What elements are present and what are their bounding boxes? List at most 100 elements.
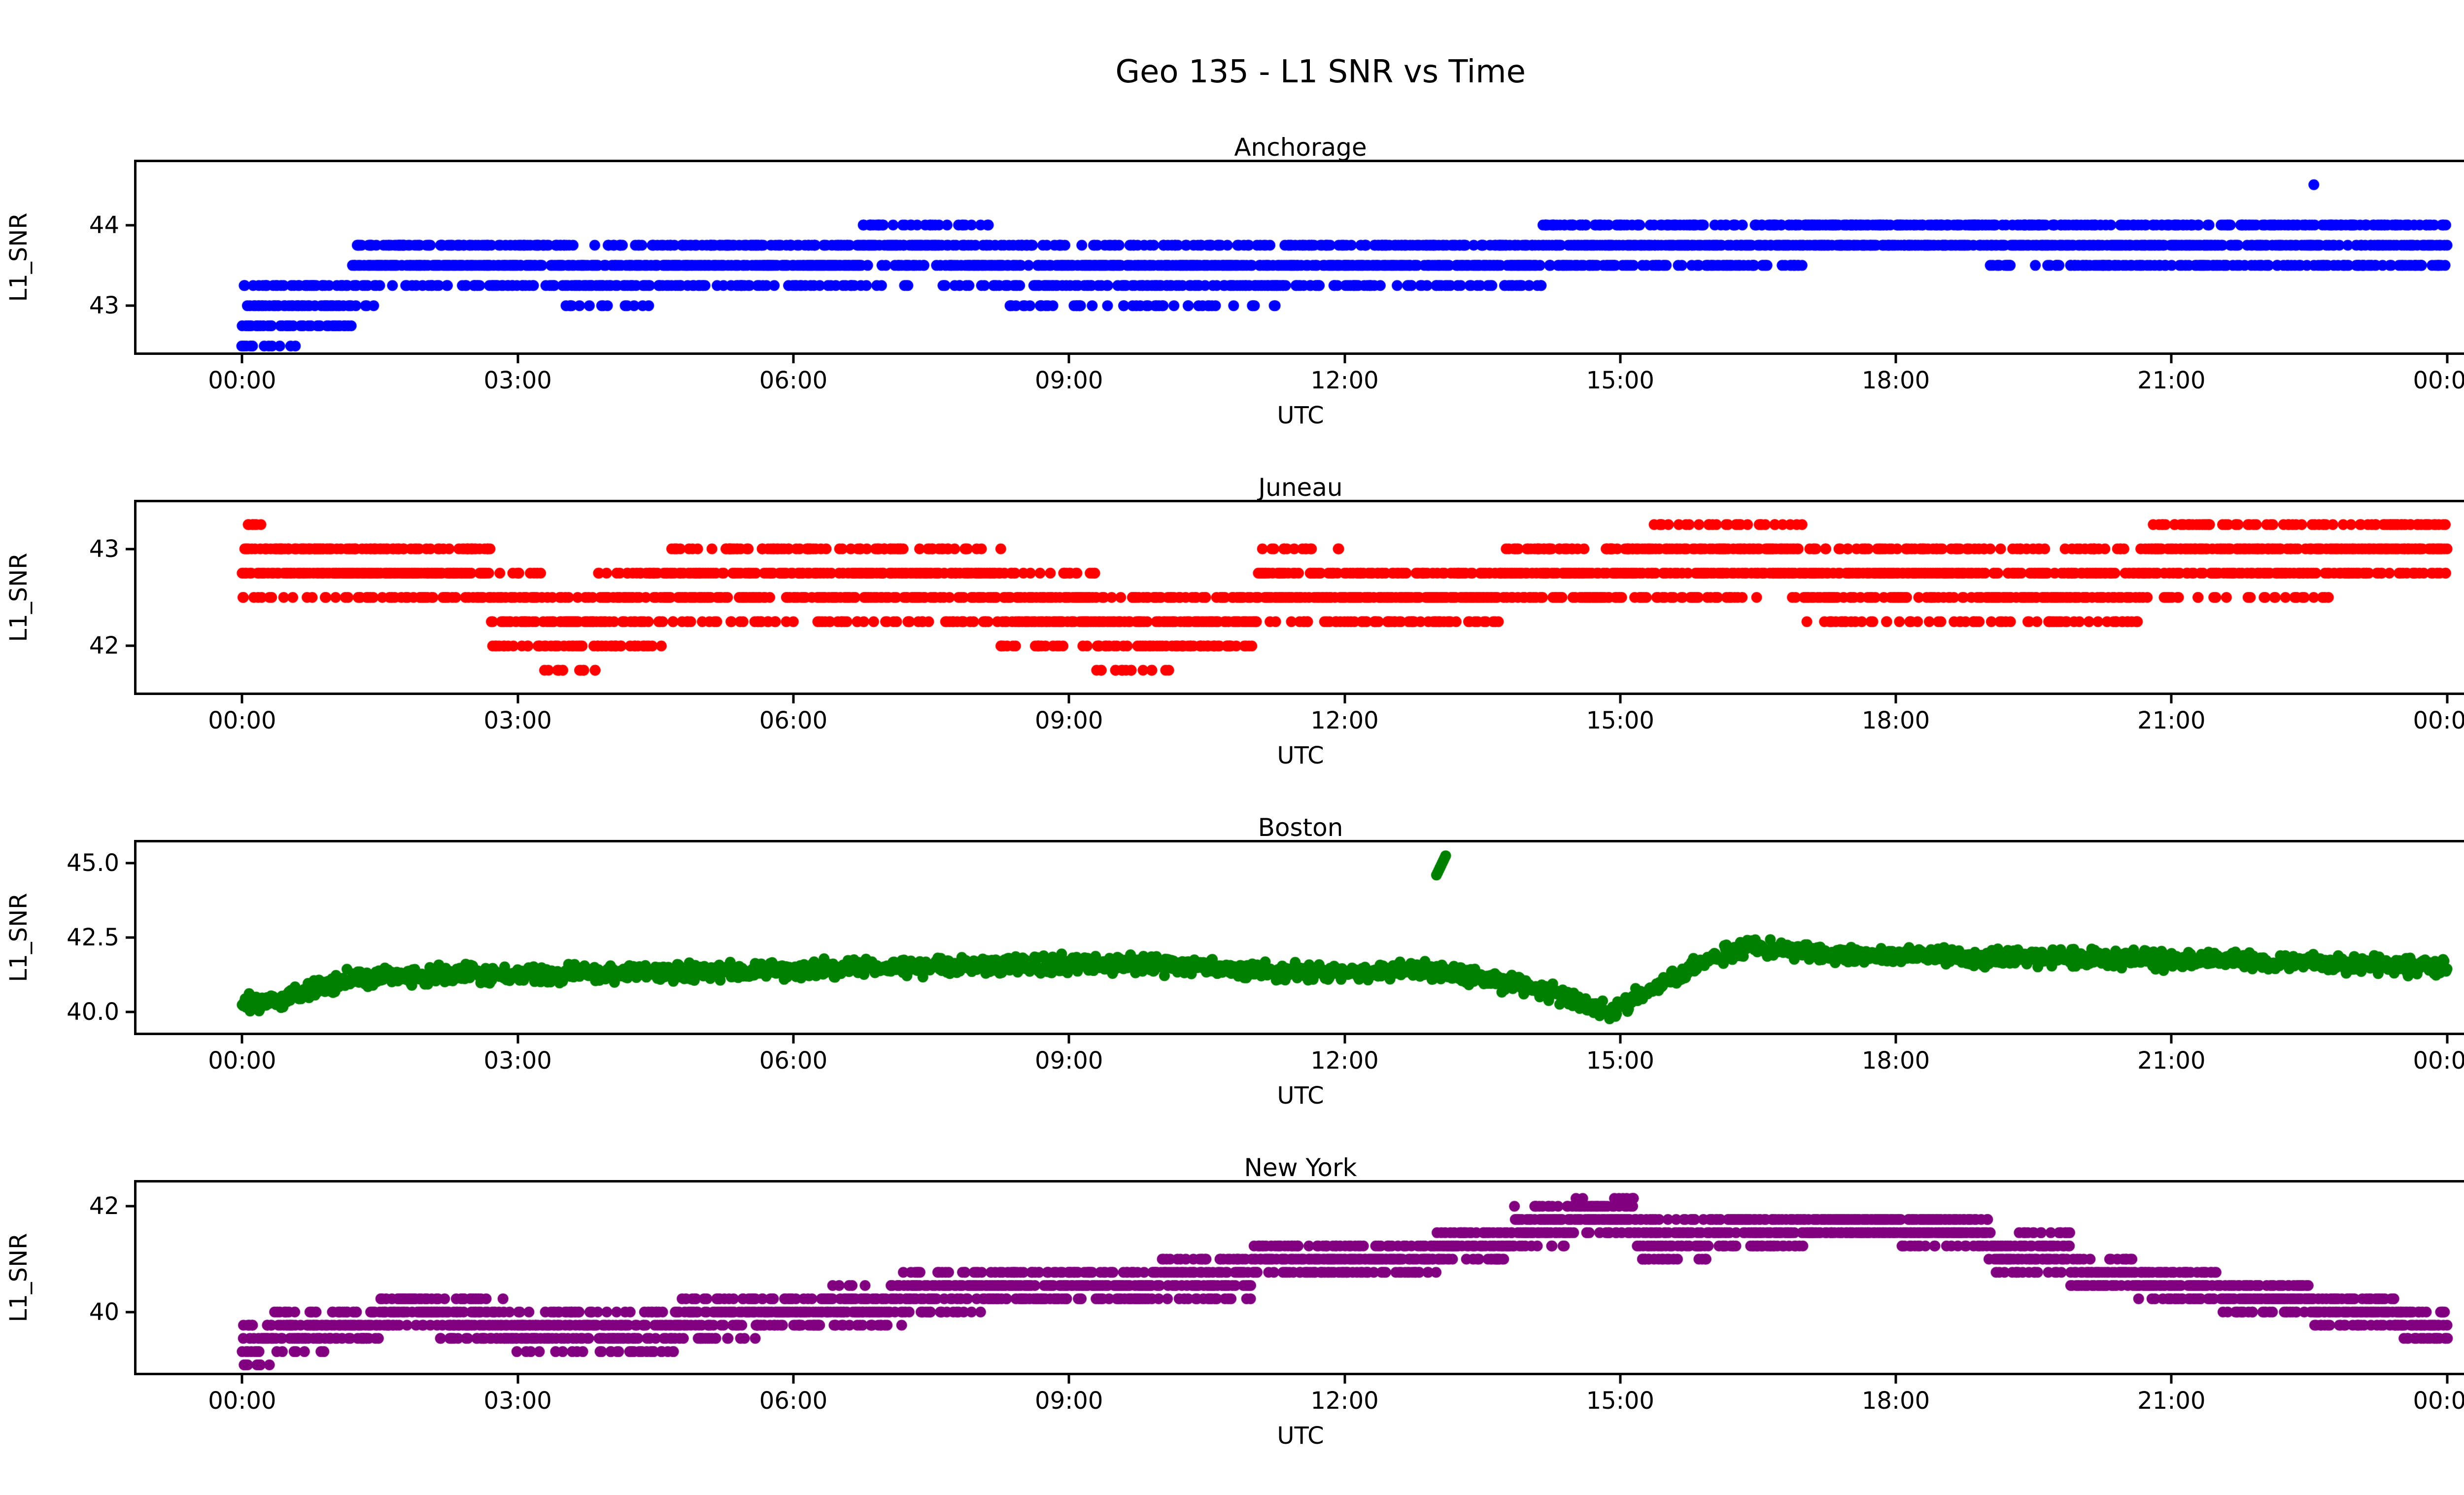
ytick-label: 45.0 <box>67 849 119 877</box>
xtick-label: 09:00 <box>1035 1387 1103 1415</box>
subplot-boston: Boston <box>0 813 2464 1129</box>
xtick-label: 12:00 <box>1310 707 1379 734</box>
xtick-mark <box>516 1375 519 1384</box>
xtick-mark <box>2446 695 2449 703</box>
xtick-mark <box>1343 1375 1346 1384</box>
xtick-label: 18:00 <box>1861 1387 1930 1415</box>
xtick-label: 15:00 <box>1586 367 1654 394</box>
ytick-mark <box>126 1205 134 1208</box>
xtick-mark <box>2170 1035 2173 1043</box>
xtick-label: 00:00 <box>208 1387 276 1415</box>
xtick-label: 09:00 <box>1035 707 1103 734</box>
xaxis-label: UTC <box>1277 742 1324 769</box>
xtick-mark <box>1343 355 1346 363</box>
xtick-mark <box>240 355 243 363</box>
ytick-mark <box>126 224 134 227</box>
scatter-canvas-anchorage <box>137 162 2464 352</box>
subplot-title-boston: Boston <box>1258 813 1343 842</box>
xtick-label: 18:00 <box>1861 367 1930 394</box>
xtick-label: 06:00 <box>759 1047 828 1075</box>
xtick-mark <box>2446 1375 2449 1384</box>
xtick-label: 06:00 <box>759 367 828 394</box>
ytick-mark <box>126 862 134 865</box>
xtick-label: 00:00 <box>208 367 276 394</box>
scatter-canvas-juneau <box>137 502 2464 693</box>
xtick-label: 03:00 <box>483 707 552 734</box>
xtick-mark <box>792 355 795 363</box>
xtick-mark <box>1067 355 1070 363</box>
xtick-mark <box>1894 1375 1897 1384</box>
xtick-mark <box>516 695 519 703</box>
yaxis-label: L1_SNR <box>5 212 33 302</box>
xtick-mark <box>792 1375 795 1384</box>
xtick-mark <box>1067 1035 1070 1043</box>
ytick-label: 44 <box>89 211 119 239</box>
yaxis-label: L1_SNR <box>5 553 33 642</box>
xtick-label: 00:00 <box>2413 707 2464 734</box>
xtick-mark <box>2170 1375 2173 1384</box>
xtick-label: 00:00 <box>208 707 276 734</box>
xtick-mark <box>516 355 519 363</box>
ytick-label: 43 <box>89 535 119 563</box>
xtick-mark <box>240 1035 243 1043</box>
xtick-label: 12:00 <box>1310 1047 1379 1075</box>
xtick-label: 09:00 <box>1035 1047 1103 1075</box>
xtick-label: 00:00 <box>2413 367 2464 394</box>
xtick-mark <box>1894 355 1897 363</box>
xtick-label: 03:00 <box>483 367 552 394</box>
ytick-label: 40.0 <box>67 998 119 1026</box>
xtick-mark <box>792 1035 795 1043</box>
ytick-label: 42 <box>89 1192 119 1220</box>
xtick-mark <box>240 1375 243 1384</box>
axes-frame-juneau <box>134 500 2464 695</box>
xtick-mark <box>1343 695 1346 703</box>
subplot-juneau: Juneau <box>0 473 2464 789</box>
axes-frame-new-york <box>134 1180 2464 1375</box>
scatter-canvas-boston <box>137 842 2464 1033</box>
ytick-mark <box>126 304 134 307</box>
xtick-mark <box>1619 1375 1622 1384</box>
scatter-canvas-new-york <box>137 1182 2464 1373</box>
xaxis-label: UTC <box>1277 1422 1324 1450</box>
xtick-label: 06:00 <box>759 707 828 734</box>
ytick-mark <box>126 1010 134 1013</box>
axes-frame-boston <box>134 840 2464 1035</box>
xtick-mark <box>1343 1035 1346 1043</box>
ytick-mark <box>126 1311 134 1314</box>
xtick-mark <box>1894 1035 1897 1043</box>
xtick-label: 06:00 <box>759 1387 828 1415</box>
ytick-label: 42.5 <box>67 924 119 951</box>
xtick-label: 00:00 <box>2413 1047 2464 1075</box>
axes-frame-anchorage <box>134 160 2464 355</box>
xtick-label: 12:00 <box>1310 367 1379 394</box>
yaxis-label: L1_SNR <box>5 1233 33 1322</box>
xtick-label: 00:00 <box>2413 1387 2464 1415</box>
ytick-label: 43 <box>89 292 119 320</box>
xtick-mark <box>240 695 243 703</box>
xtick-mark <box>2446 355 2449 363</box>
xtick-label: 15:00 <box>1586 1387 1654 1415</box>
xtick-label: 18:00 <box>1861 1047 1930 1075</box>
xtick-mark <box>1619 355 1622 363</box>
ytick-mark <box>126 548 134 551</box>
ytick-label: 42 <box>89 632 119 660</box>
subplot-title-juneau: Juneau <box>1258 473 1343 502</box>
xtick-mark <box>2446 1035 2449 1043</box>
xtick-mark <box>2170 695 2173 703</box>
xtick-mark <box>1619 695 1622 703</box>
xtick-label: 00:00 <box>208 1047 276 1075</box>
xtick-label: 18:00 <box>1861 707 1930 734</box>
xaxis-label: UTC <box>1277 1082 1324 1110</box>
subplot-newyork: New York <box>0 1153 2464 1469</box>
xtick-label: 15:00 <box>1586 1047 1654 1075</box>
xtick-mark <box>792 695 795 703</box>
xtick-label: 03:00 <box>483 1047 552 1075</box>
subplot-title-anchorage: Anchorage <box>1234 133 1367 162</box>
ytick-label: 40 <box>89 1298 119 1326</box>
yaxis-label: L1_SNR <box>5 893 33 982</box>
subplot-title-newyork: New York <box>1244 1153 1357 1182</box>
ytick-mark <box>126 644 134 647</box>
xtick-label: 09:00 <box>1035 367 1103 394</box>
xtick-label: 21:00 <box>2137 367 2206 394</box>
